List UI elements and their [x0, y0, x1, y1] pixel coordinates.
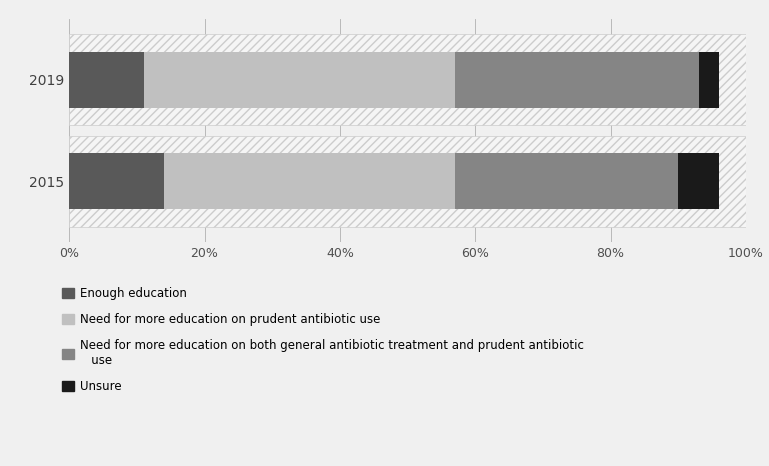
Bar — [678, 153, 719, 209]
Bar — [69, 52, 144, 108]
Bar — [698, 52, 719, 108]
Legend: Enough education, Need for more education on prudent antibiotic use, Need for mo: Enough education, Need for more educatio… — [62, 287, 584, 393]
Bar — [455, 153, 678, 209]
Bar — [69, 136, 746, 227]
Bar — [455, 52, 698, 108]
Bar — [164, 153, 455, 209]
Bar — [69, 153, 164, 209]
Bar — [69, 34, 746, 125]
Bar — [144, 52, 455, 108]
